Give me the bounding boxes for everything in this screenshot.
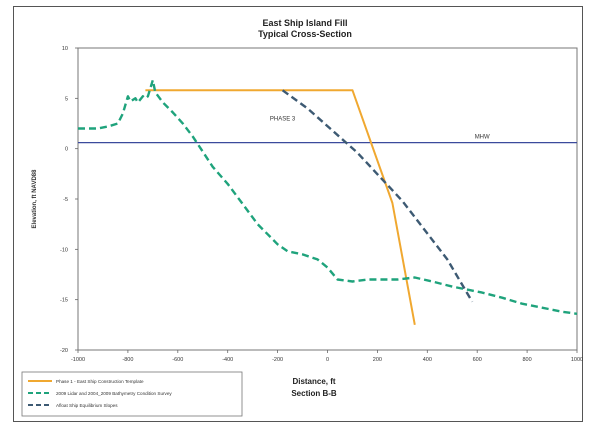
x-axis-label: Distance, ft <box>292 377 335 386</box>
annotation-label: MHW <box>475 135 490 141</box>
annotation-label: PHASE 3 <box>270 116 296 122</box>
legend: Phase 1 - East Ship Construction Templat… <box>21 371 243 417</box>
x-tick-label: 800 <box>523 357 532 363</box>
x-tick-label: 0 <box>326 357 329 363</box>
series-line-1 <box>145 89 416 325</box>
y-axis-ticks: 10 5 0 -5 -10 -15 -20 <box>60 46 78 354</box>
y-tick-label: 10 <box>62 46 68 52</box>
x-tick-label: -400 <box>222 357 233 363</box>
x-tick-label: -800 <box>122 357 133 363</box>
plot-area <box>77 47 578 351</box>
x-tick-label: -200 <box>272 357 283 363</box>
y-tick-label: -5 <box>63 197 68 203</box>
x-tick-label: 400 <box>423 357 432 363</box>
legend-label: Phase 1 - East Ship Construction Templat… <box>56 379 144 384</box>
y-tick-label: 5 <box>65 96 68 102</box>
series-layer <box>78 78 578 325</box>
legend-label: 2009 Lidar and 2004_2009 Bathymetry Cond… <box>56 391 172 396</box>
chart-title: East Ship Island Fill <box>262 18 347 28</box>
x-axis-label-section: Section B-B <box>291 389 337 398</box>
legend-label: Afloat Ship Equilibrium Slopes <box>56 403 118 408</box>
series-line-2 <box>78 78 578 315</box>
x-tick-label: -600 <box>172 357 183 363</box>
series-line-3 <box>281 89 474 303</box>
x-tick-label: 600 <box>473 357 482 363</box>
x-axis-ticks: -1000 -800 -600 -400 -200 0 200 400 600 800 1000 <box>71 350 583 363</box>
y-tick-label: -15 <box>60 298 68 304</box>
y-axis-label: Elevation, ft NAVD88 <box>32 169 38 229</box>
y-tick-label: 0 <box>65 147 68 153</box>
x-tick-label: 200 <box>373 357 382 363</box>
chart-subtitle: Typical Cross-Section <box>258 29 352 39</box>
y-tick-label: -10 <box>60 247 68 253</box>
annotations-layer: PHASE 3 MHW <box>270 116 490 140</box>
x-tick-label: -1000 <box>71 357 85 363</box>
x-tick-label: 1000 <box>571 357 583 363</box>
legend-box <box>21 371 243 417</box>
y-tick-label: -20 <box>60 348 68 354</box>
